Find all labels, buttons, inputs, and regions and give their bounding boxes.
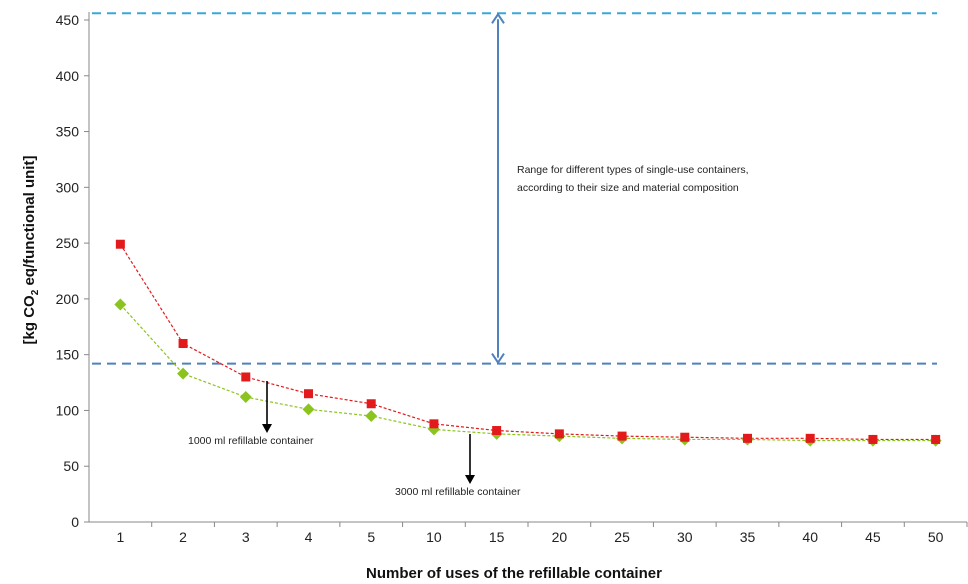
- x-tick-label: 20: [552, 529, 568, 545]
- data-point-square: [492, 426, 502, 436]
- annotation-3000ml: 3000 ml refillable container: [395, 486, 521, 498]
- y-axis-title-prefix: [kg CO: [21, 295, 38, 345]
- y-tick-label: 250: [56, 235, 80, 251]
- reference-lines-layer: [92, 12, 937, 365]
- x-axis-title: Number of uses of the refillable contain…: [366, 565, 662, 582]
- range-arrow-head-top: [491, 12, 505, 24]
- y-tick-label: 150: [56, 347, 80, 363]
- data-point-square: [115, 239, 125, 249]
- x-ticks-layer: 1 2 3 4 5 10 15 20 25 30 35 40 45 50: [116, 522, 968, 545]
- y-tick-label: 100: [56, 402, 80, 418]
- data-point-diamond: [239, 391, 252, 404]
- x-tick-label: 15: [489, 529, 505, 545]
- y-tick-label: 50: [63, 458, 79, 474]
- y-ticks-layer: 0 50 100 150 200 250 300 350 400 450: [56, 12, 89, 530]
- data-point-square: [554, 429, 564, 439]
- data-point-square: [931, 434, 941, 444]
- y-axis-title-subscript: 2: [30, 289, 41, 295]
- range-annotation-line-1: Range for different types of single-use …: [517, 164, 749, 176]
- data-point-square: [429, 419, 439, 429]
- data-point-diamond: [365, 410, 378, 423]
- y-tick-label: 200: [56, 291, 80, 307]
- arrow-3000ml-head: [465, 475, 475, 484]
- data-point-square: [617, 431, 627, 441]
- range-annotation-line-2: according to their size and material com…: [517, 182, 739, 194]
- data-point-diamond: [177, 367, 190, 380]
- x-tick-label: 30: [677, 529, 693, 545]
- arrow-1000ml-head: [262, 424, 272, 433]
- y-tick-label: 400: [56, 68, 80, 84]
- data-point-square: [868, 434, 878, 444]
- annotation-1000ml: 1000 ml refillable container: [188, 435, 314, 447]
- x-tick-label: 40: [802, 529, 818, 545]
- x-tick-label: 25: [614, 529, 630, 545]
- x-tick-label: 4: [305, 529, 313, 545]
- annotation-arrows: [262, 381, 475, 484]
- data-point-square: [805, 433, 815, 443]
- y-axis-title-suffix: eq/functional unit]: [21, 156, 38, 290]
- range-arrow-head-bottom: [491, 353, 505, 365]
- series-line-square: [119, 243, 936, 441]
- x-tick-label: 3: [242, 529, 250, 545]
- y-tick-label: 350: [56, 124, 80, 140]
- y-tick-label: 0: [71, 514, 79, 530]
- data-point-square: [366, 399, 376, 409]
- data-point-square: [743, 433, 752, 443]
- x-tick-label: 10: [426, 529, 442, 545]
- x-tick-label: 45: [865, 529, 881, 545]
- x-tick-label: 5: [367, 529, 375, 545]
- series-layer: [114, 239, 942, 447]
- x-tick-label: 50: [928, 529, 944, 545]
- data-point-square: [241, 372, 251, 382]
- data-point-square: [304, 389, 313, 399]
- x-tick-label: 1: [116, 529, 124, 545]
- series-line-diamond: [119, 304, 936, 442]
- y-tick-label: 450: [56, 12, 80, 28]
- data-point-square: [178, 339, 188, 349]
- data-point-square: [680, 432, 690, 442]
- x-tick-label: 2: [179, 529, 187, 545]
- x-tick-label: 35: [740, 529, 756, 545]
- data-point-diamond: [302, 403, 315, 416]
- y-axis-title: [kg CO2 eq/functional unit]: [21, 156, 41, 345]
- y-tick-label: 300: [56, 179, 80, 195]
- data-point-diamond: [114, 298, 127, 311]
